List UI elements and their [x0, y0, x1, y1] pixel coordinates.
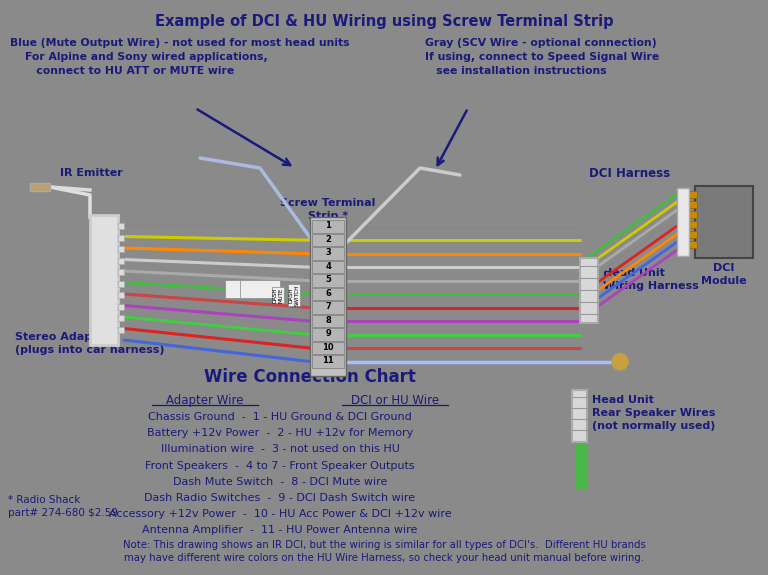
Bar [312, 260, 344, 273]
Text: 4: 4 [325, 262, 331, 271]
Text: 8: 8 [325, 316, 331, 325]
Bar [312, 233, 344, 246]
Text: 3: 3 [325, 248, 331, 257]
Text: 10: 10 [323, 343, 334, 352]
Text: 7: 7 [325, 302, 331, 311]
Text: IR Emitter: IR Emitter [60, 168, 123, 178]
Bar [225, 280, 265, 298]
Bar [118, 235, 124, 240]
Bar [687, 231, 697, 238]
Text: * Radio Shack
part# 274-680 $2.59: * Radio Shack part# 274-680 $2.59 [8, 495, 118, 518]
Bar [118, 304, 124, 309]
Bar [312, 315, 344, 327]
Bar [312, 220, 344, 232]
Text: Wire Connection Chart: Wire Connection Chart [204, 368, 416, 386]
Text: Note: This drawing shows an IR DCI, but the wiring is similar for all types of D: Note: This drawing shows an IR DCI, but … [123, 540, 645, 563]
Text: Stereo Adapter
(plugs into car harness): Stereo Adapter (plugs into car harness) [15, 332, 164, 355]
Text: 9: 9 [325, 329, 331, 338]
Bar [118, 281, 124, 286]
Bar [118, 223, 124, 229]
Bar [687, 201, 697, 208]
Bar [312, 274, 344, 286]
Bar [572, 390, 587, 442]
Bar [312, 301, 344, 313]
Bar [310, 217, 346, 375]
Text: Gray (SCV Wire - optional connection)
If using, connect to Speed Signal Wire
   : Gray (SCV Wire - optional connection) If… [425, 38, 659, 76]
Text: Battery +12v Power  -  2 - HU +12v for Memory: Battery +12v Power - 2 - HU +12v for Mem… [147, 428, 413, 438]
Text: Dash Mute Switch  -  8 - DCI Mute wire: Dash Mute Switch - 8 - DCI Mute wire [173, 477, 387, 487]
Bar [580, 258, 598, 323]
Bar [118, 269, 124, 275]
Text: Antenna Amplifier  -  11 - HU Power Antenna wire: Antenna Amplifier - 11 - HU Power Antenn… [142, 526, 418, 535]
Bar [312, 288, 344, 300]
Bar [312, 342, 344, 354]
Circle shape [612, 354, 628, 370]
Text: 6: 6 [325, 289, 331, 298]
Text: DCI Harness: DCI Harness [589, 167, 670, 180]
Text: DASH
MUTE: DASH MUTE [273, 288, 283, 303]
Text: Accessory +12v Power  -  10 - HU Acc Power & DCI +12v wire: Accessory +12v Power - 10 - HU Acc Power… [109, 509, 452, 519]
Bar [312, 247, 344, 259]
Text: DCI
Module: DCI Module [701, 263, 746, 286]
Text: DCI or HU Wire: DCI or HU Wire [351, 394, 439, 407]
Bar [118, 258, 124, 263]
Text: 1: 1 [325, 221, 331, 230]
Bar [687, 241, 697, 248]
Bar [687, 211, 697, 218]
Bar [687, 191, 697, 198]
Bar [312, 355, 344, 367]
Bar [118, 315, 124, 321]
Bar [118, 246, 124, 252]
Text: Front Speakers  -  4 to 7 - Front Speaker Outputs: Front Speakers - 4 to 7 - Front Speaker … [145, 461, 415, 470]
Text: Dash Radio Switches  -  9 - DCI Dash Switch wire: Dash Radio Switches - 9 - DCI Dash Switc… [144, 493, 415, 503]
Text: Blue (Mute Output Wire) - not used for most head units
    For Alpine and Sony w: Blue (Mute Output Wire) - not used for m… [10, 38, 349, 76]
Text: Head Unit
Wiring Harness: Head Unit Wiring Harness [603, 268, 699, 291]
Text: 2: 2 [325, 235, 331, 244]
Bar [695, 186, 753, 258]
Text: Adapter Wire: Adapter Wire [166, 394, 243, 407]
Text: 11: 11 [322, 356, 334, 365]
Text: Screw Terminal
Strip *: Screw Terminal Strip * [280, 198, 376, 221]
Text: Illumination wire  -  3 - not used on this HU: Illumination wire - 3 - not used on this… [161, 444, 399, 454]
Bar [687, 221, 697, 228]
Text: Head Unit
Rear Speaker Wires
(not normally used): Head Unit Rear Speaker Wires (not normal… [592, 395, 715, 431]
Bar [312, 328, 344, 340]
Text: 5: 5 [325, 275, 331, 284]
Bar [90, 215, 118, 345]
Bar [30, 183, 50, 191]
Bar [677, 188, 689, 256]
Bar [118, 292, 124, 298]
Bar [118, 327, 124, 332]
Text: Example of DCI & HU Wiring using Screw Terminal Strip: Example of DCI & HU Wiring using Screw T… [154, 14, 614, 29]
Text: DASH
SWITCH: DASH SWITCH [289, 284, 300, 306]
Bar [240, 280, 280, 298]
Text: Chassis Ground  -  1 - HU Ground & DCI Ground: Chassis Ground - 1 - HU Ground & DCI Gro… [148, 412, 412, 422]
